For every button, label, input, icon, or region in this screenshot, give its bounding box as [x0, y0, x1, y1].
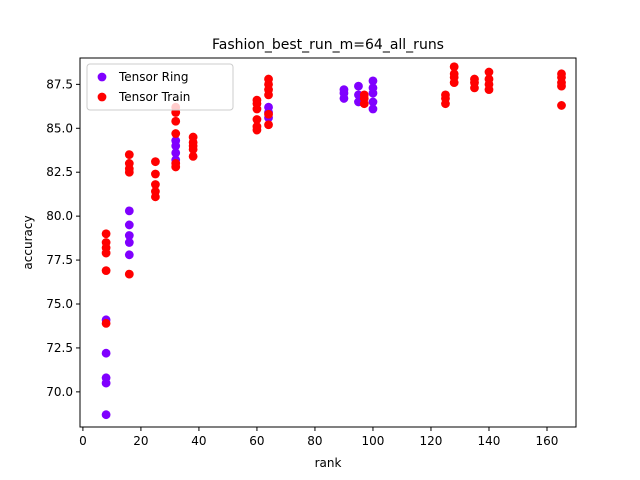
- chart-title: Fashion_best_run_m=64_all_runs: [212, 37, 444, 53]
- data-point: [101, 318, 111, 328]
- data-point: [252, 125, 262, 135]
- data-point: [101, 266, 111, 276]
- data-point: [124, 220, 134, 230]
- data-point: [252, 115, 262, 124]
- data-point: [449, 62, 459, 72]
- data-point: [252, 104, 262, 114]
- y-tick-label: 75.0: [46, 297, 73, 311]
- data-point: [557, 81, 566, 91]
- data-point: [484, 67, 494, 77]
- data-point: [171, 141, 181, 151]
- x-tick-label: 60: [249, 434, 264, 448]
- y-tick-label: 72.5: [46, 341, 73, 355]
- data-point: [188, 144, 198, 154]
- data-point: [188, 152, 198, 161]
- x-tick-label: 40: [191, 434, 206, 448]
- legend-label: Tensor Ring: [118, 70, 189, 84]
- data-point: [557, 101, 566, 110]
- y-tick-label: 82.5: [46, 165, 73, 179]
- plot-area-frame: [79, 57, 577, 428]
- data-point: [151, 180, 160, 189]
- x-tick-label: 160: [536, 434, 559, 448]
- data-point: [101, 378, 111, 388]
- legend-label: Tensor Train: [118, 90, 190, 104]
- data-point: [368, 88, 378, 98]
- legend-marker: [97, 92, 107, 102]
- data-point: [339, 94, 349, 103]
- data-point: [124, 269, 134, 279]
- y-tick-label: 87.5: [46, 77, 73, 91]
- data-point: [171, 129, 181, 138]
- data-point: [151, 192, 160, 202]
- data-point: [151, 157, 160, 167]
- y-axis-label: accuracy: [21, 215, 35, 269]
- data-point: [124, 250, 134, 260]
- x-tick-label: 120: [420, 434, 443, 448]
- data-point: [101, 348, 111, 358]
- data-point: [264, 120, 273, 130]
- data-point: [368, 104, 378, 114]
- data-point: [124, 231, 134, 240]
- y-tick-label: 80.0: [46, 209, 73, 223]
- data-point: [124, 150, 134, 160]
- y-tick-label: 85.0: [46, 121, 73, 135]
- data-point: [368, 76, 378, 86]
- data-point: [101, 229, 111, 239]
- data-point: [368, 97, 378, 107]
- x-tick-label: 0: [79, 434, 87, 448]
- data-point: [171, 148, 181, 158]
- ticks-layer: 0 20 40 60 80 100 120 140 160 70.0 72.5 75.0 77.5 80.…: [46, 77, 558, 448]
- data-point: [484, 85, 494, 95]
- data-point: [354, 81, 363, 91]
- x-tick-label: 140: [478, 434, 501, 448]
- y-tick-label: 77.5: [46, 253, 73, 267]
- legend-box: [86, 63, 234, 111]
- x-tick-label: 80: [307, 434, 322, 448]
- x-tick-label: 20: [133, 434, 148, 448]
- data-point: [124, 167, 134, 177]
- legend-marker: [97, 72, 107, 82]
- data-point: [264, 109, 273, 119]
- data-point: [264, 90, 273, 100]
- data-point: [171, 162, 181, 172]
- data-point: [151, 169, 160, 179]
- legend: Tensor Ring Tensor Train: [86, 63, 234, 111]
- data-point: [470, 83, 479, 93]
- data-point: [359, 99, 369, 109]
- data-point: [171, 116, 181, 126]
- data-point: [124, 206, 134, 216]
- data-point: [441, 99, 450, 109]
- data-point: [124, 238, 134, 247]
- points-layer: [101, 62, 566, 420]
- data-point: [101, 410, 111, 420]
- data-point: [449, 78, 459, 87]
- x-axis-label: rank: [315, 456, 342, 470]
- data-point: [101, 248, 111, 258]
- x-tick-label: 100: [362, 434, 385, 448]
- series-tensor-ring: [101, 76, 378, 420]
- y-tick-label: 70.0: [46, 385, 73, 399]
